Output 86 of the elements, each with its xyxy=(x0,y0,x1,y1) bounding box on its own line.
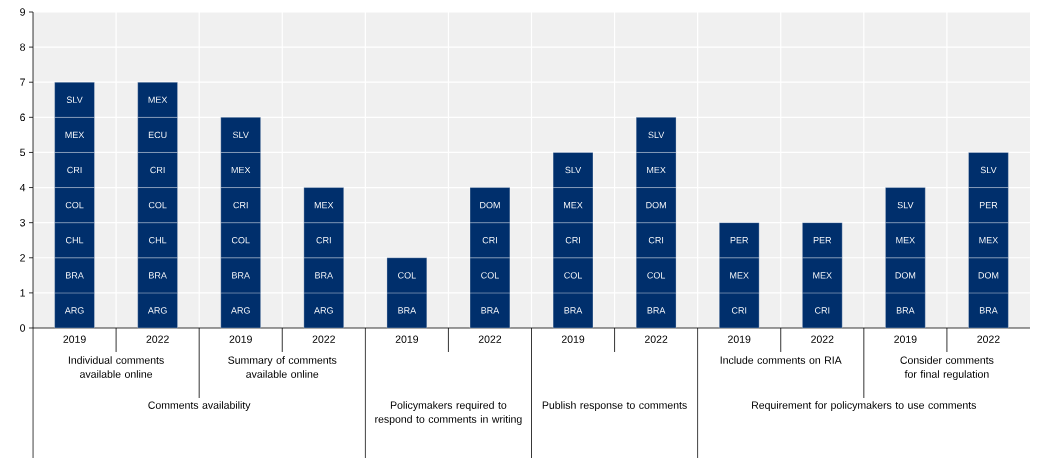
y-tick-label: 6 xyxy=(20,113,26,122)
x-tick-label: 2022 xyxy=(977,335,1000,343)
data-label: MEX xyxy=(564,202,583,209)
data-label: COL xyxy=(148,201,167,209)
data-label: BRA xyxy=(66,272,84,279)
data-label: MEX xyxy=(647,166,666,174)
data-label: MEX xyxy=(314,202,334,209)
data-label: DOM xyxy=(978,272,999,279)
data-label: BRA xyxy=(315,272,334,279)
y-tick-label: 2 xyxy=(20,254,25,262)
y-tick-label: 1 xyxy=(20,289,25,297)
data-label: CHL xyxy=(66,237,84,244)
data-label: SLV xyxy=(980,166,997,174)
data-label: BRA xyxy=(232,272,250,279)
data-label: CRI xyxy=(150,166,165,174)
data-label: MEX xyxy=(231,166,251,174)
data-label: SLV xyxy=(648,131,665,139)
data-label: CRI xyxy=(482,237,497,244)
data-label: MEX xyxy=(730,272,749,279)
data-label: SLV xyxy=(897,201,914,209)
x-tick-label: 2022 xyxy=(644,335,668,343)
data-label: ARG xyxy=(64,307,84,314)
text: Summary of comments available online xyxy=(228,356,337,378)
data-label: CRI xyxy=(316,237,331,244)
text: Include comments on RIA xyxy=(720,356,842,364)
data-label: ARG xyxy=(230,307,250,314)
data-label: CRI xyxy=(67,166,82,174)
data-label: COL xyxy=(65,201,84,209)
text: Consider comments for final regulation xyxy=(900,356,994,380)
data-label: SLV xyxy=(66,96,83,103)
data-label: BRA xyxy=(564,307,583,314)
data-label: BRA xyxy=(149,272,167,279)
data-label: BRA xyxy=(647,307,666,314)
x-tick-label: 2022 xyxy=(478,335,502,343)
data-label: MEX xyxy=(65,131,85,138)
data-label: ARG xyxy=(147,307,167,314)
x-tick-label: 2019 xyxy=(561,335,585,343)
data-label: CRI xyxy=(648,237,664,244)
data-label: CRI xyxy=(731,307,747,314)
text: Publish response to comments xyxy=(542,401,687,411)
x-tick-label: 2019 xyxy=(63,335,86,343)
data-label: CRI xyxy=(814,307,830,314)
x-tick-label: 2019 xyxy=(728,335,751,343)
data-label: COL xyxy=(564,272,582,279)
x-tick-label: 2019 xyxy=(894,335,917,343)
data-label: CRI xyxy=(233,201,248,209)
y-tick-label: 3 xyxy=(20,218,26,227)
data-label: BRA xyxy=(398,307,417,314)
data-label: BRA xyxy=(896,307,915,314)
data-label: MEX xyxy=(896,237,915,244)
data-label: ARG xyxy=(314,307,333,314)
y-tick-label: 8 xyxy=(20,43,26,51)
y-tick-label: 9 xyxy=(20,8,25,16)
y-tick-label: 4 xyxy=(19,183,26,192)
data-label: PER xyxy=(979,202,998,209)
y-tick-label: 0 xyxy=(20,324,26,332)
data-label: DOM xyxy=(895,272,916,279)
data-label: COL xyxy=(481,272,499,279)
data-label: MEX xyxy=(813,272,832,279)
data-label: DOM xyxy=(480,201,500,209)
x-tick-label: 2019 xyxy=(395,335,419,343)
text: Comments availability xyxy=(148,401,251,411)
data-label: CRI xyxy=(565,237,580,244)
y-tick-label: 7 xyxy=(20,78,25,86)
y-tick-label: 5 xyxy=(20,148,26,157)
data-label: PER xyxy=(730,237,749,244)
text: Policymakers required to respond to comments in writing xyxy=(375,401,522,425)
x-tick-label: 2022 xyxy=(146,335,169,343)
x-tick-label: 2022 xyxy=(811,335,834,343)
x-tick-label: 2022 xyxy=(312,335,335,343)
data-label: BRA xyxy=(481,307,500,314)
data-label: COL xyxy=(231,237,250,244)
data-label: SLV xyxy=(565,166,582,174)
text: Requirement for policymakers to use comments xyxy=(752,401,977,411)
data-label: PER xyxy=(813,237,832,244)
data-label: CHL xyxy=(149,237,167,244)
data-label: DOM xyxy=(646,201,666,209)
data-label: ECU xyxy=(148,131,167,139)
data-label: SLV xyxy=(232,131,249,139)
data-label: MEX xyxy=(148,96,168,103)
text: Individual comments available online xyxy=(68,356,164,378)
data-label: COL xyxy=(647,272,666,279)
data-label: BRA xyxy=(979,307,998,314)
x-tick-label: 2019 xyxy=(229,335,252,343)
data-label: MEX xyxy=(979,237,999,244)
data-label: COL xyxy=(398,272,416,279)
